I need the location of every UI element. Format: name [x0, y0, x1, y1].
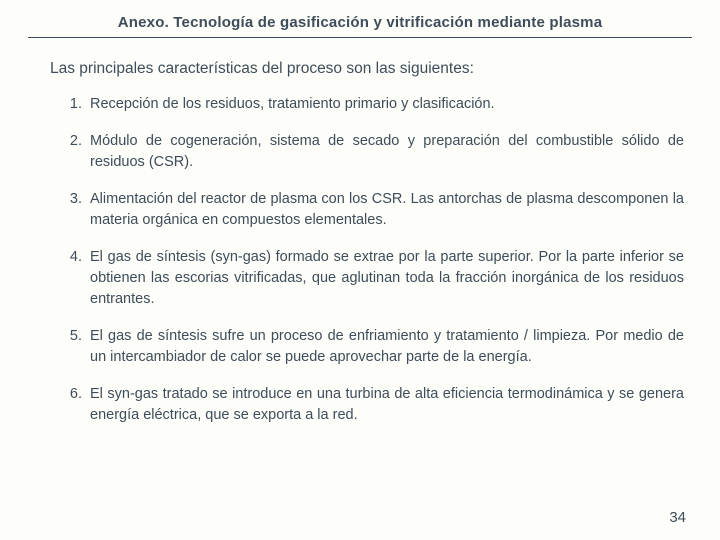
- item-number: 2.: [64, 131, 90, 173]
- item-text: Recepción de los residuos, tratamiento p…: [90, 94, 684, 115]
- item-number: 4.: [64, 247, 90, 310]
- header-title: Anexo. Tecnología de gasificación y vitr…: [28, 14, 692, 31]
- item-text: Módulo de cogeneración, sistema de secad…: [90, 131, 684, 173]
- item-text: Alimentación del reactor de plasma con l…: [90, 189, 684, 231]
- header: Anexo. Tecnología de gasificación y vitr…: [28, 14, 692, 38]
- item-text: El syn-gas tratado se introduce en una t…: [90, 384, 684, 426]
- list-item: 5. El gas de síntesis sufre un proceso d…: [64, 326, 684, 368]
- list-item: 1. Recepción de los residuos, tratamient…: [64, 94, 684, 115]
- item-number: 5.: [64, 326, 90, 368]
- slide-page: Anexo. Tecnología de gasificación y vitr…: [0, 0, 720, 540]
- list-item: 3. Alimentación del reactor de plasma co…: [64, 189, 684, 231]
- item-text: El gas de síntesis sufre un proceso de e…: [90, 326, 684, 368]
- item-number: 6.: [64, 384, 90, 426]
- item-text: El gas de síntesis (syn-gas) formado se …: [90, 247, 684, 310]
- item-number: 1.: [64, 94, 90, 115]
- item-number: 3.: [64, 189, 90, 231]
- list-item: 2. Módulo de cogeneración, sistema de se…: [64, 131, 684, 173]
- page-number: 34: [669, 509, 686, 526]
- intro-text: Las principales características del proc…: [50, 60, 692, 78]
- list-item: 4. El gas de síntesis (syn-gas) formado …: [64, 247, 684, 310]
- numbered-list: 1. Recepción de los residuos, tratamient…: [64, 94, 684, 426]
- list-item: 6. El syn-gas tratado se introduce en un…: [64, 384, 684, 426]
